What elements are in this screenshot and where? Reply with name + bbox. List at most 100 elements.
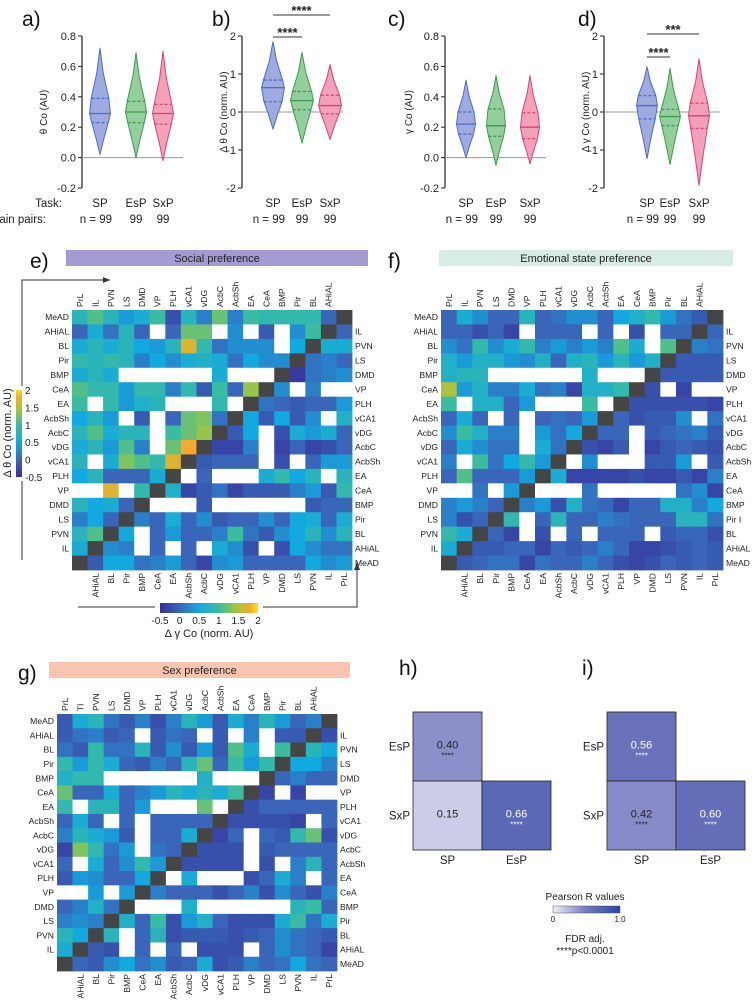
- gamma-cell: [290, 785, 307, 801]
- gamma-cell: [165, 928, 182, 943]
- row-label: DMD: [34, 902, 54, 912]
- theta-cell: [103, 856, 120, 872]
- column-label: Tl: [75, 704, 85, 711]
- gamma-cell: [691, 396, 708, 412]
- row-label: AcbC: [340, 845, 361, 855]
- gamma-cell: [644, 526, 661, 542]
- colorbar-tick-label: 0: [177, 616, 183, 627]
- theta-cell: [165, 799, 182, 815]
- theta-cell: [472, 411, 489, 426]
- gamma-cell: [228, 842, 245, 858]
- theta-cell: [103, 440, 120, 455]
- column-label: EA: [168, 573, 178, 585]
- gamma-cell: [582, 526, 599, 542]
- theta-cell: [180, 382, 197, 398]
- theta-cell: [535, 338, 552, 354]
- gamma-cell: [103, 541, 120, 556]
- gamma-cell: [535, 483, 552, 499]
- theta-cell: [103, 728, 120, 743]
- theta-cell: [180, 411, 197, 426]
- gamma-cell: [181, 913, 198, 929]
- theta-cell: [212, 799, 229, 815]
- theta-cell: [150, 842, 167, 858]
- column-label: PLH: [246, 573, 256, 590]
- theta-cell: [535, 411, 552, 426]
- gamma-cell: [290, 842, 307, 858]
- theta-cell: [72, 454, 88, 470]
- gamma-cell: [243, 512, 260, 528]
- gamma-cell: [660, 512, 677, 528]
- theta-cell: [550, 353, 567, 369]
- row-label: AcbC: [417, 428, 438, 438]
- theta-cell: [472, 468, 489, 484]
- theta-cell: [57, 899, 73, 915]
- theta-cell: [488, 310, 505, 325]
- theta-cell: [103, 396, 120, 412]
- gamma-cell: [691, 468, 708, 484]
- theta-cell: [535, 454, 552, 470]
- violin-SxP: [152, 50, 174, 162]
- theta-cell: [566, 382, 583, 398]
- gamma-cell: [259, 842, 276, 858]
- row-label: MeAD: [30, 716, 54, 726]
- diagonal-cell: [290, 742, 307, 758]
- gamma-cell: [629, 541, 646, 556]
- gamma-cell: [165, 899, 182, 915]
- theta-cell: [119, 856, 136, 872]
- column-label: DMD: [122, 691, 132, 711]
- gamma-cell: [707, 440, 724, 455]
- gamma-cell: [243, 497, 260, 513]
- theta-cell: [118, 483, 135, 499]
- theta-cell: [550, 425, 567, 441]
- column-label: EsP: [506, 855, 527, 867]
- theta-cell: [519, 396, 536, 412]
- column-label: EA: [231, 699, 241, 711]
- theta-cell: [180, 324, 197, 340]
- theta-cell: [305, 714, 322, 729]
- gamma-cell: [274, 885, 291, 901]
- gamma-cell: [613, 526, 630, 542]
- gamma-cell: [582, 497, 599, 513]
- theta-cell: [676, 310, 693, 325]
- column-label: DMD: [262, 974, 272, 994]
- gamma-cell: [660, 526, 677, 542]
- gamma-cell: [134, 541, 151, 556]
- row-label: BL: [355, 529, 366, 539]
- gamma-cell: [243, 541, 260, 556]
- gamma-cell: [613, 425, 630, 441]
- gamma-cell: [259, 828, 276, 843]
- gamma-cell: [321, 956, 338, 972]
- column-label: IL: [90, 300, 100, 307]
- column-label: BL: [91, 974, 101, 985]
- theta-cell: [118, 454, 135, 470]
- correlation-cell: [412, 711, 483, 782]
- theta-cell: [503, 425, 520, 441]
- gamma-cell: [243, 942, 260, 958]
- theta-cell: [613, 338, 630, 354]
- row-label: AcbC: [33, 830, 54, 840]
- theta-cell: [165, 771, 182, 786]
- gamma-cell: [644, 541, 661, 556]
- theta-cell: [87, 526, 104, 542]
- gamma-cell: [613, 497, 630, 513]
- gamma-cell: [691, 454, 708, 470]
- theta-cell: [72, 512, 88, 528]
- column-label: IL: [309, 974, 319, 981]
- gamma-cell: [320, 483, 337, 499]
- theta-cell: [134, 842, 151, 858]
- theta-cell: [72, 899, 89, 915]
- column-label: LS: [663, 573, 673, 584]
- significance-stars: ****: [635, 821, 647, 830]
- gamma-cell: [613, 440, 630, 455]
- gamma-cell: [676, 541, 693, 556]
- theta-cell: [72, 526, 88, 542]
- gamma-cell: [566, 512, 583, 528]
- theta-cell: [88, 742, 105, 758]
- theta-cell: [441, 396, 458, 412]
- theta-cell: [72, 842, 89, 858]
- theta-cell: [227, 310, 244, 325]
- gamma-cell: [644, 468, 661, 484]
- gamma-cell: [212, 483, 228, 499]
- row-label: PLH: [421, 471, 438, 481]
- theta-cell: [149, 310, 166, 325]
